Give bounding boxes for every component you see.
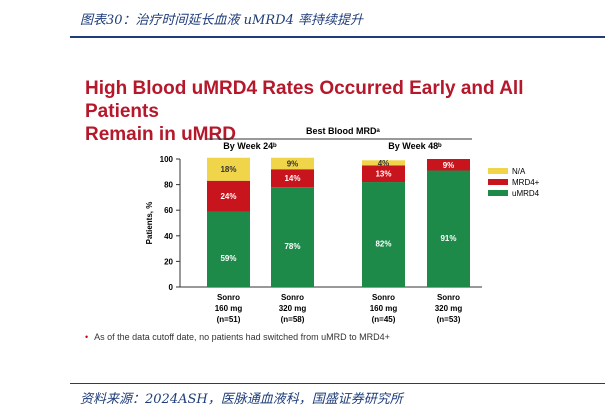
y-tick-label: 20	[164, 257, 173, 266]
bar-segment-na	[207, 157, 250, 181]
data-label: 14%	[284, 174, 300, 183]
source-divider	[70, 383, 605, 384]
data-label: 4%	[378, 159, 390, 168]
x-tick-label: (n=53)	[437, 315, 461, 324]
data-label: 82%	[375, 240, 391, 249]
x-tick-label: (n=51)	[217, 315, 241, 324]
bar-segment-umrd4	[207, 211, 250, 287]
headline-line-2: Remain in uMRD	[85, 124, 236, 145]
y-axis-label: Patients, %	[145, 202, 154, 245]
bar-segment-umrd4	[271, 187, 314, 287]
bullet: •	[85, 332, 89, 342]
source-text: 资料来源：2024ASH，医脉通血液科，国盛证券研究所	[80, 392, 403, 407]
data-label: 24%	[220, 192, 236, 201]
x-tick-label: 320 mg	[279, 304, 307, 313]
bar-segment-mrd4	[207, 180, 250, 212]
legend-label: N/A	[512, 167, 526, 176]
data-label: 91%	[440, 234, 456, 243]
y-tick-label: 0	[169, 283, 174, 292]
bar-segment-umrd4	[427, 170, 470, 287]
legend-label: MRD4+	[512, 178, 540, 187]
data-label: 18%	[220, 165, 236, 174]
chart-headline: High Blood uMRD4 Rates Occurred Early an…	[85, 77, 595, 146]
data-label: 78%	[284, 242, 300, 251]
y-tick-label: 100	[160, 155, 174, 164]
x-tick-label: Sonro	[281, 293, 304, 302]
legend-swatch	[488, 179, 508, 185]
x-tick-label: Sonro	[372, 293, 395, 302]
y-tick-label: 80	[164, 181, 173, 190]
legend-swatch	[488, 168, 508, 174]
footnote-text: As of the data cutoff date, no patients …	[94, 332, 390, 342]
footnote: • As of the data cutoff date, no patients…	[85, 332, 390, 342]
y-tick-label: 60	[164, 206, 173, 215]
x-tick-label: 160 mg	[370, 304, 398, 313]
bar-segment-umrd4	[362, 182, 405, 287]
bar-segment-na	[271, 157, 314, 170]
data-label: 13%	[375, 170, 391, 179]
bar-segment-mrd4	[427, 159, 470, 171]
x-tick-label: (n=45)	[372, 315, 396, 324]
y-tick-label: 40	[164, 232, 173, 241]
data-label: 59%	[220, 254, 236, 263]
group-label: By Week 24ᵇ	[223, 141, 277, 151]
figure-caption: 图表30：治疗时间延长血液 uMRD4 率持续提升	[80, 13, 363, 28]
caption-divider	[70, 36, 605, 38]
chart-title: Best Blood MRDᵃ	[306, 126, 380, 136]
data-label: 9%	[443, 161, 455, 170]
x-tick-label: 320 mg	[435, 304, 463, 313]
x-tick-label: Sonro	[217, 293, 240, 302]
group-label: By Week 48ᵇ	[388, 141, 442, 151]
bar-segment-mrd4	[362, 165, 405, 183]
x-tick-label: Sonro	[437, 293, 460, 302]
legend-swatch	[488, 190, 508, 196]
headline-line-1: High Blood uMRD4 Rates Occurred Early an…	[85, 78, 524, 122]
data-label: 9%	[287, 159, 299, 168]
bar-segment-mrd4	[271, 169, 314, 188]
x-tick-label: 160 mg	[215, 304, 243, 313]
legend-label: uMRD4	[512, 189, 540, 198]
x-tick-label: (n=58)	[281, 315, 305, 324]
bar-segment-na	[362, 160, 405, 166]
